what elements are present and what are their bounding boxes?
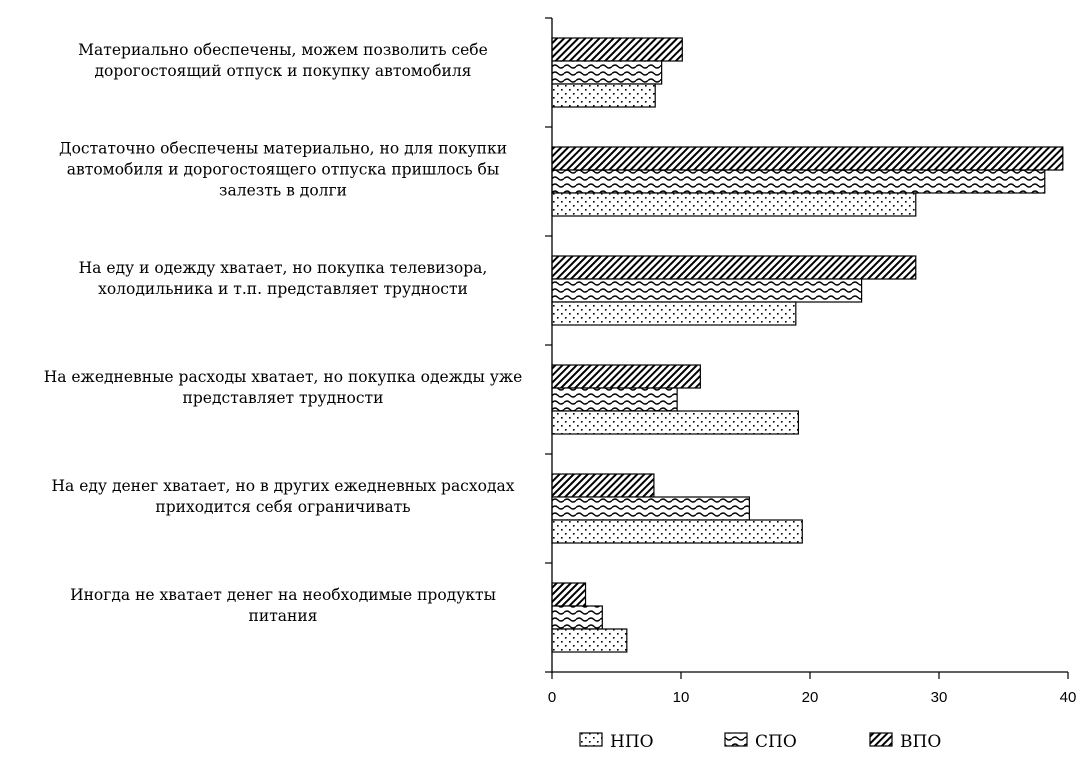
category-label-0: Материально обеспечены, можем позволить … [78, 41, 488, 80]
bars [551, 37, 1064, 653]
bar-впо-4 [551, 473, 655, 498]
bar-нпо-1 [551, 192, 917, 217]
bar-впо-1 [551, 146, 1064, 171]
bar-спо-0 [551, 60, 663, 85]
bar-спо-2 [551, 278, 863, 303]
legend-item-спо: СПО [724, 732, 797, 752]
legend-swatch-нпо [579, 732, 603, 747]
category-label-4: На еду денег хватает, но в других ежедне… [52, 477, 515, 516]
bar-нпо-2 [551, 301, 797, 326]
legend-label-спо: СПО [755, 732, 797, 752]
category-label-5: Иногда не хватает денег на необходимые п… [70, 586, 496, 625]
bar-впо-5 [551, 582, 587, 607]
x-tick-label-20: 20 [802, 689, 819, 706]
category-label-2: На еду и одежду хватает, но покупка теле… [79, 259, 488, 298]
legend-swatch-спо [724, 732, 748, 747]
bar-спо-3 [551, 387, 678, 412]
category-label-1: Достаточно обеспечены материально, но дл… [59, 140, 507, 200]
legend-item-нпо: НПО [579, 732, 654, 752]
legend: НПО СПО ВПО [579, 732, 941, 752]
bar-нпо-4 [551, 519, 803, 544]
bar-впо-3 [551, 364, 701, 389]
bar-спо-5 [551, 605, 603, 630]
legend-label-нпо: НПО [610, 732, 654, 752]
axes: 0 10 20 30 40 [545, 17, 1077, 706]
x-tick-label-0: 0 [548, 689, 556, 706]
category-labels: Материально обеспечены, можем позволить … [44, 41, 523, 625]
legend-swatch-впо [869, 732, 893, 747]
legend-label-впо: ВПО [900, 732, 941, 752]
legend-item-впо: ВПО [869, 732, 941, 752]
bar-впо-2 [551, 255, 917, 280]
bar-нпо-5 [551, 628, 628, 653]
bar-спо-4 [551, 496, 750, 521]
x-tick-label-40: 40 [1060, 689, 1077, 706]
category-label-3: На ежедневные расходы хватает, но покупк… [44, 368, 523, 407]
x-tick-label-10: 10 [673, 689, 690, 706]
bar-впо-0 [551, 37, 683, 62]
bar-спо-1 [551, 169, 1046, 194]
x-tick-label-30: 30 [931, 689, 948, 706]
bar-нпо-0 [551, 83, 656, 108]
bar-нпо-3 [551, 410, 799, 435]
